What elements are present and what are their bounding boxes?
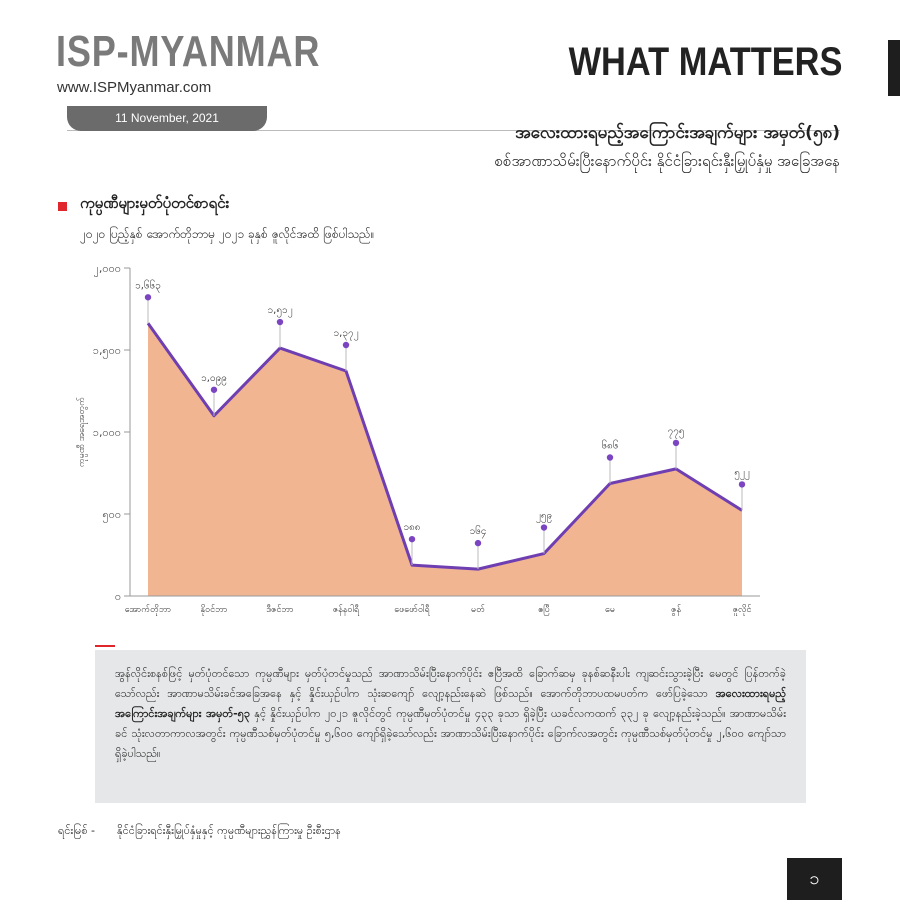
data-point (606, 454, 614, 461)
data-point (276, 318, 284, 326)
data-label: ၁,၃၇၂ (334, 328, 359, 341)
data-point (210, 386, 218, 393)
data-label: ၅၂၂ (734, 467, 750, 480)
summary-textbox: အွန်လိုင်းစနစ်ဖြင့် မှတ်ပုံတင်သော ကုမ္ပဏ… (95, 650, 806, 803)
x-tick-label: ဇန်နဝါရီ (333, 604, 360, 616)
summary-text-part2: နှင့် နှိုင်းယှဉ်ပါက ၂၀၂၁ ဇူလိုင်တွင် ကု… (115, 707, 786, 760)
data-label: ၂၅၉ (536, 511, 552, 524)
data-point (474, 539, 482, 547)
accent-dash (95, 645, 115, 647)
y-tick-label: ၅၀၀ (102, 508, 121, 523)
section-bullet-icon (58, 202, 67, 211)
x-tick-label: ဖေဖော်ဝါရီ (394, 604, 430, 616)
section-title: ကုမ္ပဏီများမှတ်ပုံတင်စာရင်း (80, 194, 230, 212)
y-tick-label: ၀ (115, 590, 121, 603)
data-point (540, 524, 548, 531)
source-text: နိုင်ငံခြားရင်းနှီးမြှုပ်နှံမှုနှင့် ကုမ… (117, 824, 341, 837)
data-label: ၁,၅၁၂ (268, 305, 293, 318)
data-label: ၁,၀၉၉ (201, 373, 227, 386)
x-tick-label: ဇွန် (671, 604, 682, 616)
website-url[interactable]: www.ISPMyanmar.com (57, 79, 212, 96)
corner-tab (888, 40, 900, 96)
data-point (408, 535, 416, 543)
y-axis-label: ကုမ္ပဏီ အရေအတွက် (76, 396, 88, 467)
date-badge: 11 November, 2021 (67, 106, 267, 131)
summary-text-bold: အလေးထားရမည့် အကြောင်းအချက်များ အမှတ်-၅၃ (115, 687, 786, 720)
series-line (146, 322, 743, 571)
section-subtitle: ၂၀၂၀ ပြည့်နှစ် အောက်တိုဘာမှ ၂၀၂၁ ခုနှစ် … (80, 227, 375, 241)
page-number: ၁ (787, 858, 842, 900)
y-tick-label: ၁,၀၀၀ (93, 426, 121, 439)
data-label: ၆၈၆ (602, 438, 619, 451)
page-title: အလေးထားရမည့်အကြောင်းအချက်များ အမှတ်(၅၈) (515, 123, 840, 143)
x-tick-label: အောက်တိုဘာ (125, 604, 171, 616)
x-tick-label: မတ် (471, 604, 485, 615)
data-label: ၁၈၈ (403, 522, 420, 533)
x-tick-label: မေ (605, 605, 615, 615)
x-tick-label: ဇူလိုင် (733, 604, 752, 616)
series-title: WHAT MATTERS (568, 40, 842, 84)
source-label: ရင်းမြစ် - (58, 824, 95, 837)
data-label: ၁,၆၆၃ (135, 278, 161, 293)
x-tick-label: နိုဝင်ဘာ (200, 604, 227, 616)
data-point (738, 481, 746, 488)
y-tick-label: ၁,၅၀၀ (93, 344, 121, 359)
page-subtitle: စစ်အာဏာသိမ်းပြီးနောက်ပိုင်း နိုင်ငံခြားရ… (494, 152, 840, 170)
summary-text-part1: အွန်လိုင်းစနစ်ဖြင့် မှတ်ပုံတင်သော ကုမ္ပဏ… (115, 667, 786, 700)
data-point (342, 341, 350, 349)
x-tick-label: ဒီဇင်ဘာ (266, 604, 293, 615)
brand-logo: ISP-MYANMAR (56, 27, 321, 76)
data-point (672, 439, 680, 447)
date-divider (67, 130, 840, 131)
x-tick-label: ဧပြီ (538, 604, 550, 616)
data-label: ၁၆၄ (470, 524, 487, 539)
data-point (144, 294, 152, 301)
y-tick-label: ၂,၀၀၀ (94, 262, 121, 277)
data-label: ၇၇၅ (668, 426, 685, 439)
area-fill (148, 323, 742, 596)
